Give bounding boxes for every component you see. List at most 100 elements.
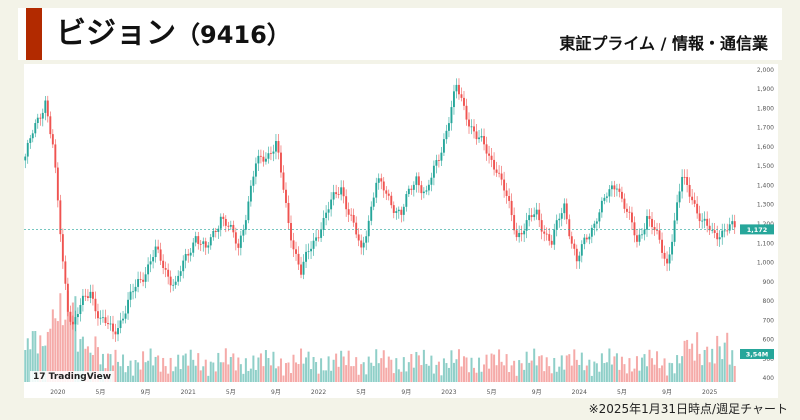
candle-body [518, 232, 521, 238]
volume-bar [327, 356, 330, 382]
volume-bar [402, 357, 405, 382]
volume-bar [282, 375, 285, 382]
volume-bar [605, 362, 608, 382]
volume-bar [134, 360, 137, 382]
candle-body [355, 222, 358, 235]
y-tick-label: 500 [763, 356, 775, 363]
candle-body [633, 222, 636, 236]
volume-bar [26, 338, 29, 382]
candle-body [553, 229, 556, 245]
volume-bar [177, 354, 180, 382]
volume-bar [209, 361, 212, 382]
volume-bar [61, 325, 64, 382]
volume-bar [608, 348, 611, 382]
volume-bar [49, 328, 52, 382]
volume-bar [29, 349, 32, 382]
x-tick-label: 2020 [50, 389, 65, 396]
volume-bar [360, 364, 363, 382]
candle-body [237, 243, 240, 248]
candle-body [723, 230, 726, 232]
volume-bar [618, 369, 621, 382]
candle-body [600, 200, 603, 213]
company-title: ビジョン（9416） [56, 14, 291, 55]
volume-bar [691, 343, 694, 382]
volume-bar [377, 363, 380, 382]
candle-body [214, 230, 217, 232]
candle-body [683, 176, 686, 178]
candle-body [585, 237, 588, 240]
candle-body [691, 196, 694, 201]
candle-body [563, 203, 566, 214]
candle-body [222, 216, 225, 219]
candle-body [641, 234, 643, 236]
candle-body [292, 240, 295, 250]
candle-body [36, 117, 39, 124]
candle-body [693, 200, 696, 204]
volume-bar [307, 351, 310, 382]
y-tick-label: 2,000 [757, 67, 774, 74]
volume-bar [322, 370, 325, 382]
candle-body [733, 221, 736, 228]
x-tick-label: 9月 [141, 389, 151, 396]
volume-bar [610, 364, 613, 382]
candle-body [330, 199, 333, 210]
volume-bar [651, 358, 654, 382]
volume-bar [84, 348, 87, 382]
volume-bar [247, 370, 250, 382]
candle-body [583, 237, 586, 245]
candle-body [648, 216, 651, 219]
candle-body [207, 245, 210, 248]
candle-body [204, 241, 207, 248]
candle-body [295, 249, 297, 254]
candle-body [177, 275, 180, 282]
x-tick-label: 5月 [356, 389, 366, 396]
volume-bar [422, 349, 425, 382]
candle-body [287, 202, 290, 224]
candle-body [520, 232, 523, 235]
candle-body [124, 313, 127, 319]
candle-body [387, 193, 390, 196]
volume-bar [242, 373, 245, 382]
candle-body [114, 331, 117, 335]
candle-body [202, 241, 205, 244]
volume-bar [478, 357, 481, 382]
candle-body [490, 155, 493, 160]
candle-body [533, 214, 536, 218]
candle-body [29, 138, 32, 143]
candle-body [337, 194, 340, 195]
volume-bar [688, 348, 691, 382]
candle-body [134, 286, 137, 292]
volume-bar [96, 347, 99, 382]
volume-bar [648, 349, 651, 382]
candle-body [360, 240, 363, 248]
candle-body [618, 188, 621, 192]
volume-bar [417, 355, 420, 382]
volume-bar [535, 365, 538, 382]
candle-body [668, 254, 671, 264]
volume-bar [412, 367, 415, 382]
volume-bar [721, 359, 724, 382]
y-tick-label: 1,300 [757, 202, 774, 209]
volume-bar [533, 348, 536, 382]
volume-bar [189, 349, 192, 382]
volume-bar [340, 350, 343, 382]
candle-body [51, 134, 54, 145]
candle-body [189, 252, 192, 256]
last-volume-tag [740, 349, 774, 359]
candle-body [152, 257, 155, 262]
volume-bar [51, 309, 54, 382]
candle-body [242, 229, 245, 236]
volume-bar [400, 371, 403, 382]
volume-bar [583, 370, 586, 382]
volume-bar [332, 359, 335, 382]
candle-body [528, 215, 531, 221]
candle-body [239, 235, 242, 248]
candle-body [550, 240, 553, 245]
volume-bar [495, 365, 498, 382]
volume-bar [530, 360, 533, 382]
volume-bar [370, 362, 373, 382]
volume-bar [440, 375, 443, 382]
candle-body [478, 137, 480, 140]
candle-body [91, 291, 94, 299]
volume-bar [570, 365, 573, 382]
